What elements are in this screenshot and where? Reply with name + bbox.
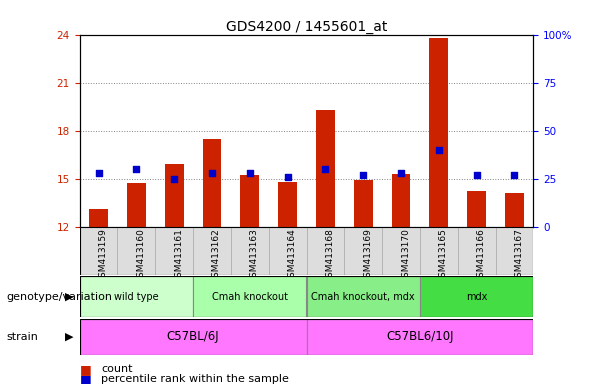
Point — [131, 166, 141, 172]
Text: GSM413167: GSM413167 — [514, 228, 524, 283]
Text: GSM413170: GSM413170 — [401, 228, 410, 283]
Point — [396, 170, 406, 176]
Text: ▶: ▶ — [65, 291, 74, 302]
Bar — [240, 175, 259, 227]
Text: mdx: mdx — [466, 291, 487, 302]
Point — [245, 170, 255, 176]
Title: GDS4200 / 1455601_at: GDS4200 / 1455601_at — [226, 20, 387, 33]
Point — [321, 166, 330, 172]
Text: percentile rank within the sample: percentile rank within the sample — [101, 374, 289, 384]
Text: wild type: wild type — [114, 291, 159, 302]
Point — [169, 175, 179, 182]
Bar — [306, 227, 345, 275]
Bar — [458, 227, 495, 275]
Bar — [345, 227, 382, 275]
Text: GSM413168: GSM413168 — [326, 228, 335, 283]
Text: GSM413162: GSM413162 — [212, 228, 221, 283]
Text: GSM413159: GSM413159 — [99, 228, 108, 283]
Bar — [495, 227, 533, 275]
Text: GSM413166: GSM413166 — [477, 228, 485, 283]
Text: ▶: ▶ — [65, 332, 74, 342]
Bar — [429, 38, 448, 227]
Text: C57BL/6J: C57BL/6J — [167, 331, 219, 343]
Bar — [306, 319, 533, 355]
Text: strain: strain — [6, 332, 38, 342]
Point — [434, 147, 444, 153]
Bar — [202, 139, 221, 227]
Point — [94, 170, 104, 176]
Text: ■: ■ — [80, 373, 91, 384]
Text: C57BL6/10J: C57BL6/10J — [386, 331, 454, 343]
Text: GSM413164: GSM413164 — [287, 228, 297, 283]
Point — [358, 172, 368, 178]
Bar — [278, 182, 297, 227]
Bar — [193, 276, 306, 317]
Text: Cmah knockout: Cmah knockout — [212, 291, 287, 302]
Bar — [231, 227, 268, 275]
Bar — [420, 227, 458, 275]
Text: count: count — [101, 364, 132, 374]
Bar — [382, 227, 420, 275]
Bar — [165, 164, 184, 227]
Bar — [306, 276, 420, 317]
Point — [207, 170, 217, 176]
Point — [472, 172, 482, 178]
Text: genotype/variation: genotype/variation — [6, 291, 112, 302]
Text: GSM413165: GSM413165 — [439, 228, 448, 283]
Bar — [420, 276, 533, 317]
Bar — [316, 110, 335, 227]
Text: GSM413160: GSM413160 — [136, 228, 145, 283]
Point — [509, 172, 519, 178]
Text: GSM413161: GSM413161 — [174, 228, 183, 283]
Point — [283, 174, 292, 180]
Bar — [80, 227, 118, 275]
Text: Cmah knockout, mdx: Cmah knockout, mdx — [311, 291, 415, 302]
Text: GSM413169: GSM413169 — [363, 228, 372, 283]
Bar — [268, 227, 306, 275]
Bar — [118, 227, 155, 275]
Bar — [80, 319, 306, 355]
Bar — [354, 180, 373, 227]
Text: GSM413163: GSM413163 — [250, 228, 259, 283]
Bar — [127, 184, 146, 227]
Bar — [89, 209, 108, 227]
Bar — [80, 276, 193, 317]
Bar — [193, 227, 231, 275]
Bar — [505, 193, 524, 227]
Text: ■: ■ — [80, 363, 91, 376]
Bar — [155, 227, 193, 275]
Bar — [392, 174, 411, 227]
Bar — [467, 191, 486, 227]
